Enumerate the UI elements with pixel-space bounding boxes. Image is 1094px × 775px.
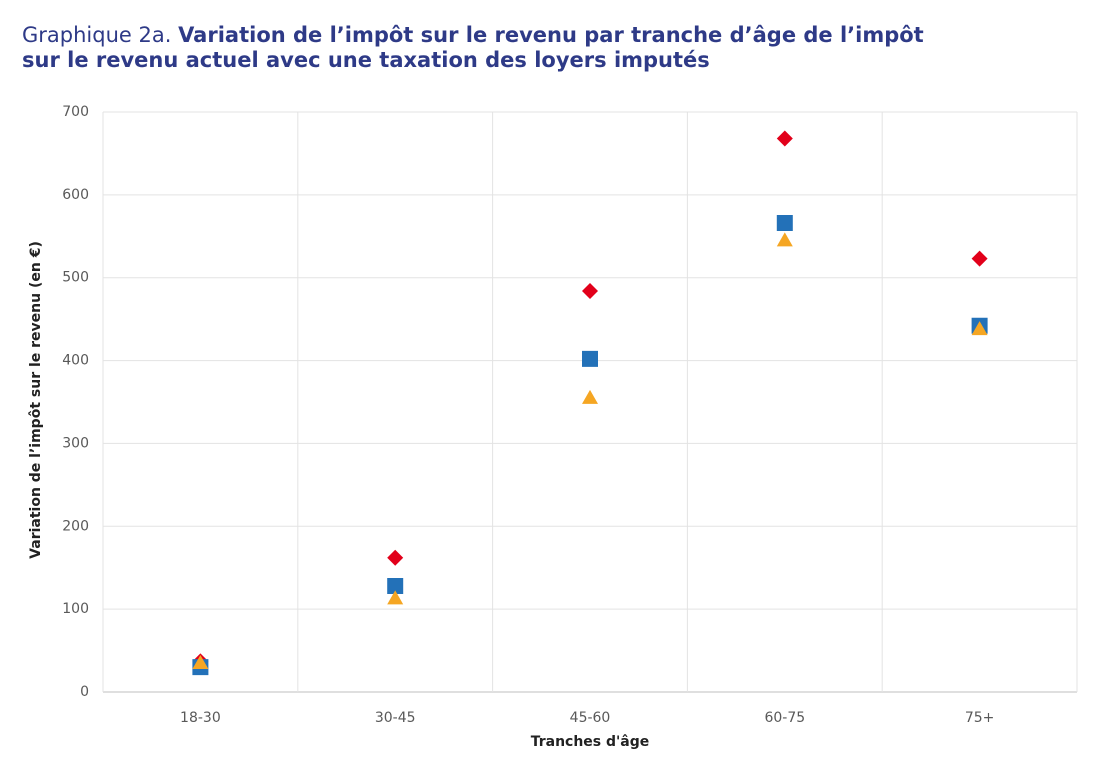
y-tick-label: 400 [62, 353, 89, 369]
marker [582, 389, 598, 404]
x-axis-label: Tranches d'âge [531, 734, 650, 750]
x-tick-label: 75+ [965, 710, 995, 726]
marker [387, 590, 404, 605]
marker [776, 130, 793, 147]
marker [582, 282, 598, 299]
title-line: Variation de l’impôt sur le revenu par t… [178, 23, 924, 47]
x-tick-label: 18-30 [180, 710, 221, 726]
y-tick-label: 600 [62, 187, 89, 203]
marker [776, 215, 793, 232]
y-tick-label: 700 [62, 104, 89, 120]
chart-title: Graphique 2a. Variation de l’impôt sur l… [22, 23, 924, 47]
title-line: sur le revenu actuel avec une taxation d… [22, 48, 710, 72]
marker [387, 577, 404, 594]
title-prefix: Graphique 2a. [22, 23, 171, 47]
marker [971, 250, 988, 267]
y-tick-label: 300 [62, 435, 89, 451]
marker [582, 350, 598, 367]
y-tick-label: 500 [62, 270, 89, 286]
marker [971, 321, 988, 336]
x-tick-label: 45-60 [570, 710, 611, 726]
marker [387, 549, 404, 566]
x-tick-label: 30-45 [375, 710, 416, 726]
y-tick-label: 0 [80, 684, 89, 700]
y-tick-label: 200 [62, 518, 89, 534]
y-tick-label: 100 [62, 601, 89, 617]
y-axis-label: Variation de l’impôt sur le revenu (en €… [28, 241, 44, 559]
marker [776, 232, 793, 247]
x-tick-label: 60-75 [764, 710, 805, 726]
marker [192, 655, 209, 669]
